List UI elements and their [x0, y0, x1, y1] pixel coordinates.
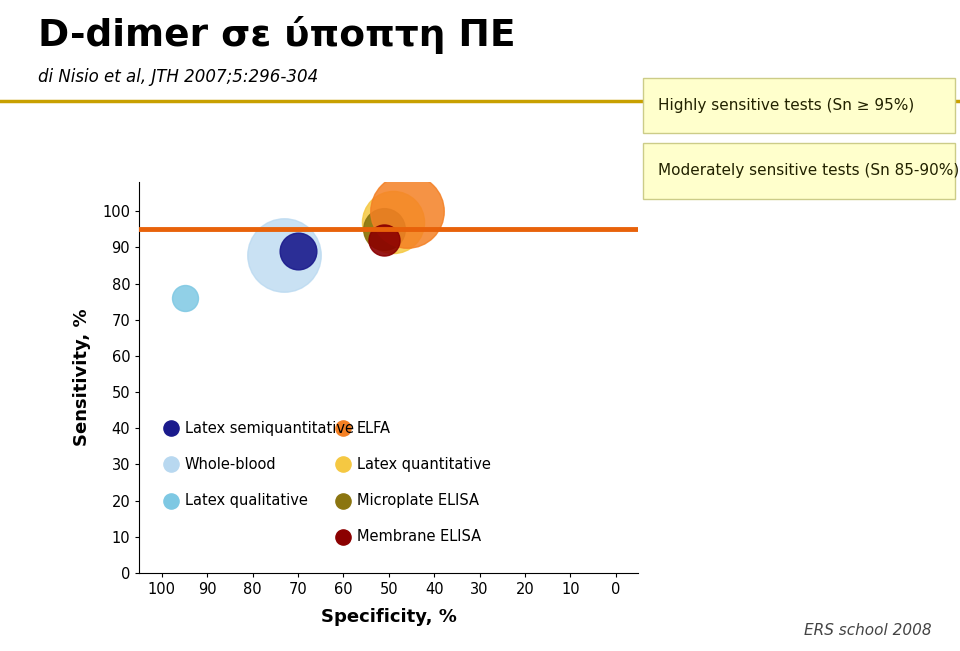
- Point: [163, 459, 179, 469]
- Text: Latex qualitative: Latex qualitative: [184, 493, 307, 508]
- Point: [163, 423, 179, 434]
- Text: Whole-blood: Whole-blood: [184, 457, 276, 472]
- Point: [376, 224, 392, 234]
- Point: [399, 206, 415, 216]
- X-axis label: Specificity, %: Specificity, %: [321, 608, 457, 626]
- Text: di Nisio et al, JTH 2007;5:296-304: di Nisio et al, JTH 2007;5:296-304: [38, 68, 319, 87]
- Point: [290, 246, 305, 256]
- Y-axis label: Sensitivity, %: Sensitivity, %: [73, 309, 91, 447]
- Point: [336, 459, 351, 469]
- Text: ERS school 2008: ERS school 2008: [804, 623, 931, 638]
- Point: [336, 531, 351, 542]
- Text: D-dimer σε ύποπτη ΠΕ: D-dimer σε ύποπτη ΠΕ: [38, 16, 516, 54]
- Text: Membrane ELISA: Membrane ELISA: [357, 529, 481, 544]
- Point: [177, 293, 192, 303]
- Text: Moderately sensitive tests (Sn 85-90%): Moderately sensitive tests (Sn 85-90%): [658, 163, 959, 178]
- Text: Highly sensitive tests (Sn ≥ 95%): Highly sensitive tests (Sn ≥ 95%): [658, 98, 914, 113]
- Point: [163, 495, 179, 506]
- Text: Latex semiquantitative: Latex semiquantitative: [184, 421, 353, 436]
- Text: ELFA: ELFA: [357, 421, 391, 436]
- Point: [386, 217, 401, 227]
- Text: Latex quantitative: Latex quantitative: [357, 457, 491, 472]
- Point: [276, 249, 292, 260]
- Point: [376, 235, 392, 245]
- Point: [336, 423, 351, 434]
- Text: Microplate ELISA: Microplate ELISA: [357, 493, 479, 508]
- Point: [336, 495, 351, 506]
